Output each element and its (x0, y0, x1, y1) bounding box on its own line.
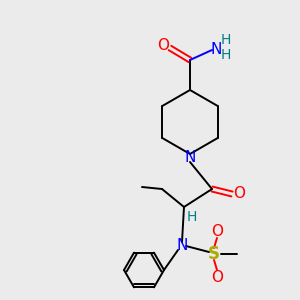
Text: O: O (211, 269, 223, 284)
Text: N: N (176, 238, 188, 253)
Text: H: H (221, 33, 231, 47)
Text: N: N (210, 41, 222, 56)
Text: O: O (211, 224, 223, 238)
Text: S: S (208, 245, 220, 263)
Text: O: O (157, 38, 169, 52)
Text: O: O (233, 187, 245, 202)
Text: H: H (187, 210, 197, 224)
Text: H: H (221, 48, 231, 62)
Text: N: N (184, 149, 196, 164)
